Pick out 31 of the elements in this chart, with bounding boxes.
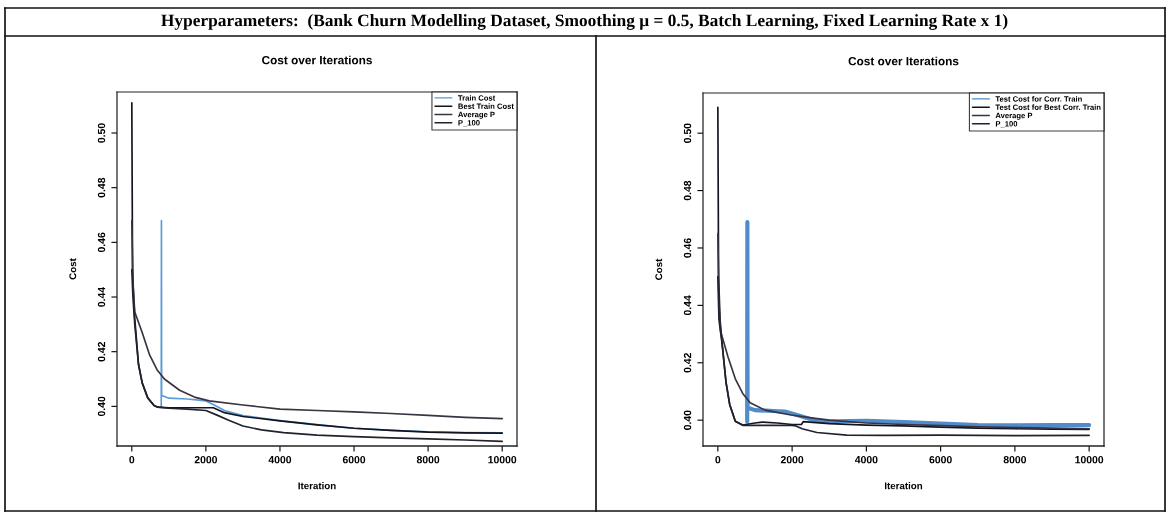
x-tick-label: 10000 bbox=[488, 456, 517, 464]
text: Hyperparameters: (Bank Churn Modelling Dataset, Smoothing μ = 0.5, Batch Learning, Fixed Learning Rate x 1) bbox=[161, 14, 1008, 30]
y-tick-label: 0.42 bbox=[683, 353, 692, 373]
y-tick-label: 0.50 bbox=[97, 123, 106, 143]
y-tick-label: 0.48 bbox=[97, 177, 106, 198]
x-tick-label: 4000 bbox=[854, 456, 878, 464]
y-tick-label: 0.48 bbox=[683, 180, 692, 201]
x-tick-label: 2000 bbox=[194, 456, 218, 464]
y-tick-label: 0.42 bbox=[97, 341, 106, 362]
x-tick-label: 6000 bbox=[342, 456, 366, 464]
y-tick-label: 0.40 bbox=[683, 410, 692, 430]
y-tick-label: 0.44 bbox=[683, 295, 692, 316]
x-tick-label: 8000 bbox=[416, 456, 440, 464]
y-tick-label: 0.40 bbox=[97, 396, 106, 417]
chart-title: Cost over Iterations bbox=[262, 55, 372, 65]
x-axis-title: Iteration bbox=[298, 482, 336, 490]
x-tick-label: 0 bbox=[129, 456, 135, 464]
y-tick-label: 0.44 bbox=[97, 286, 106, 307]
x-tick-label: 10000 bbox=[1075, 456, 1104, 464]
x-axis-title: Iteration bbox=[884, 482, 923, 490]
x-tick-label: 4000 bbox=[268, 456, 292, 464]
x-tick-label: 6000 bbox=[929, 456, 952, 464]
y-tick-label: 0.50 bbox=[683, 123, 692, 143]
y-axis-title: Cost bbox=[655, 258, 663, 280]
chart-title: Cost over Iterations bbox=[848, 56, 959, 66]
x-tick-label: 0 bbox=[715, 456, 721, 464]
x-tick-label: 2000 bbox=[780, 456, 804, 464]
x-tick-label: 8000 bbox=[1003, 456, 1027, 464]
y-axis-title: Cost bbox=[69, 258, 77, 280]
y-tick-label: 0.46 bbox=[683, 238, 692, 258]
y-tick-label: 0.46 bbox=[97, 232, 106, 253]
